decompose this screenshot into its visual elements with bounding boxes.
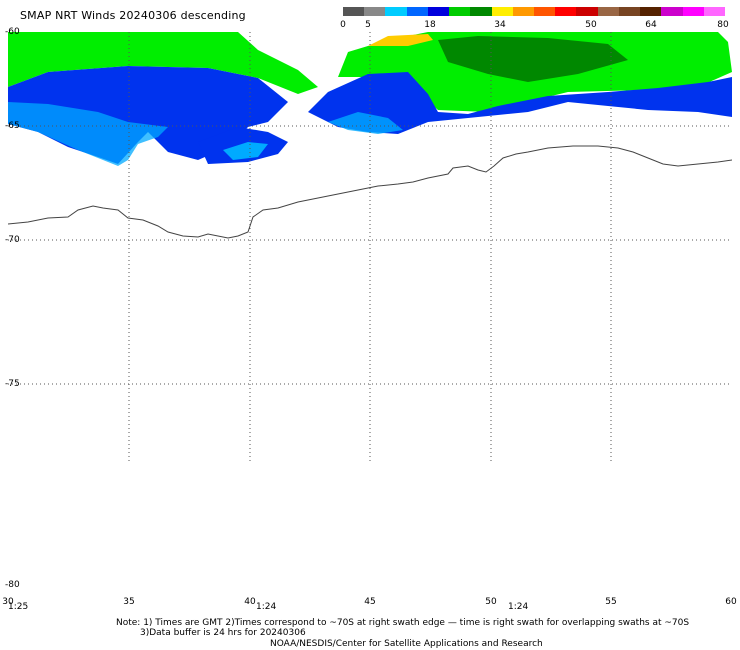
colorbar-segment bbox=[385, 7, 407, 16]
colorbar-label: 18 bbox=[424, 20, 436, 30]
lat-label: -80 bbox=[5, 580, 20, 590]
colorbar-segment bbox=[427, 7, 450, 16]
lon-label: 55 bbox=[605, 597, 617, 607]
colorbar-segment bbox=[618, 7, 641, 16]
colorbar-segment bbox=[533, 7, 556, 16]
colorbar-segment bbox=[406, 7, 428, 16]
wind-swath-blue-east bbox=[308, 72, 732, 134]
antarctic-coastline bbox=[8, 145, 732, 239]
lat-label: -65 bbox=[5, 121, 20, 131]
swath-time-label: 1:25 bbox=[8, 602, 29, 612]
wind-speed-colorbar bbox=[343, 7, 725, 16]
lon-label: 40 bbox=[244, 597, 256, 607]
note-line-3: NOAA/NESDIS/Center for Satellite Applica… bbox=[270, 639, 543, 649]
colorbar-label: 80 bbox=[717, 20, 729, 30]
lat-label: -75 bbox=[5, 379, 20, 389]
colorbar-segment bbox=[449, 7, 471, 16]
colorbar-segment bbox=[640, 7, 662, 16]
lon-label: 45 bbox=[364, 597, 376, 607]
colorbar-segment bbox=[364, 7, 386, 16]
colorbar-segment bbox=[682, 7, 704, 16]
colorbar-segment bbox=[343, 7, 365, 16]
map-title: SMAP NRT Winds 20240306 descending bbox=[20, 9, 246, 22]
wind-swath-lightblue-mid bbox=[223, 142, 268, 160]
lon-label: 60 bbox=[725, 597, 737, 607]
wind-swath-lightblue-west bbox=[8, 102, 168, 166]
lat-label: -70 bbox=[5, 235, 20, 245]
colorbar-label: 50 bbox=[585, 20, 597, 30]
colorbar-label: 64 bbox=[645, 20, 657, 30]
wind-swath-dark-green bbox=[438, 36, 628, 82]
lat-label: -60 bbox=[5, 27, 20, 37]
note-line-1: Note: 1) Times are GMT 2)Times correspon… bbox=[116, 618, 690, 628]
colorbar-label: 34 bbox=[494, 20, 506, 30]
colorbar-segment bbox=[555, 7, 577, 16]
wind-swath-yellow bbox=[368, 34, 433, 46]
swath-time-label: 1:24 bbox=[508, 602, 529, 612]
colorbar-segment bbox=[512, 7, 534, 16]
colorbar-segment bbox=[491, 7, 513, 16]
note-line-2: 3)Data buffer is 24 hrs for 20240306 bbox=[140, 628, 306, 638]
lon-label: 30 bbox=[2, 597, 14, 607]
colorbar-segment bbox=[703, 7, 725, 16]
graticule bbox=[8, 32, 732, 464]
colorbar-label: 5 bbox=[365, 20, 371, 30]
wind-map bbox=[8, 32, 732, 464]
colorbar-segment bbox=[576, 7, 598, 16]
wind-swath-lightblue-east bbox=[328, 112, 403, 134]
colorbar-segment bbox=[661, 7, 683, 16]
lon-label: 50 bbox=[485, 597, 497, 607]
swath-time-label: 1:24 bbox=[256, 602, 277, 612]
colorbar-segment bbox=[597, 7, 619, 16]
lon-label: 35 bbox=[123, 597, 135, 607]
wind-swath-green bbox=[8, 32, 318, 94]
colorbar-segment bbox=[470, 7, 492, 16]
colorbar-label: 0 bbox=[340, 20, 346, 30]
